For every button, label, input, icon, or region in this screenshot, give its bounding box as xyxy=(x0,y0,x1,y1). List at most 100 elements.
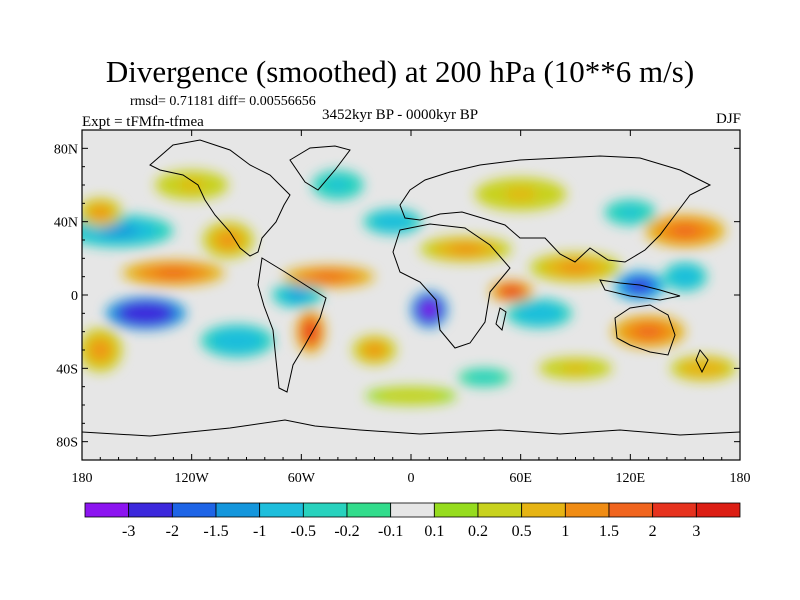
anomaly-21 xyxy=(420,236,512,262)
x-axis: 180 120W 60W 0 60E 120E 180 xyxy=(72,130,751,486)
anomaly-8 xyxy=(506,298,572,329)
coastlines xyxy=(82,139,740,437)
anomaly-25 xyxy=(474,177,567,211)
anomaly-24-level-2 xyxy=(92,342,109,358)
period-label: 3452kyr BP - 0000kyr BP xyxy=(321,107,479,123)
anomaly-5 xyxy=(363,208,422,235)
anomaly-27 xyxy=(538,357,613,380)
anomaly-5-level-2 xyxy=(382,217,404,227)
colorbar-swatch-10 xyxy=(521,502,566,518)
x-tick-label-2: 60W xyxy=(288,471,316,486)
coast-madagascar xyxy=(495,307,507,331)
stats-line: rmsd= 0.71181 diff= 0.00556656 xyxy=(130,94,316,109)
anomaly-27-level-2 xyxy=(562,364,589,373)
anomaly-28 xyxy=(365,386,457,406)
y-tick-label-3: 40S xyxy=(56,362,78,377)
anomaly-28-level-2 xyxy=(394,392,428,400)
anomaly-12 xyxy=(122,260,225,286)
coast-europe-asia xyxy=(399,155,712,263)
anomaly-field xyxy=(82,170,737,406)
anomaly-18 xyxy=(612,315,686,349)
colorbar-swatch-5 xyxy=(302,502,348,518)
colorbar-label-7: 0.1 xyxy=(424,523,444,540)
anomaly-1 xyxy=(411,291,448,328)
coast-australia xyxy=(614,304,676,356)
colorbar-swatch-3 xyxy=(215,502,261,518)
anomaly-7-level-2 xyxy=(677,271,694,282)
anomaly-26-level-2 xyxy=(178,179,205,191)
colorbar-label-10: 1 xyxy=(561,523,569,540)
anomaly-15 xyxy=(529,252,622,283)
coast-north-america xyxy=(149,139,291,257)
x-tick-label-0: 180 xyxy=(72,471,93,486)
field-area xyxy=(82,130,740,460)
colorbar-swatch-1 xyxy=(128,502,173,518)
coast-antarctica xyxy=(82,419,740,437)
anomaly-3-level-2 xyxy=(288,290,307,300)
colorbar-label-2: -1.5 xyxy=(203,523,228,540)
anomaly-14 xyxy=(489,280,534,303)
anomaly-2 xyxy=(613,271,666,301)
anomaly-1-level-2 xyxy=(422,303,436,317)
colorbar-label-12: 2 xyxy=(649,523,657,540)
anomaly-25-level-2 xyxy=(504,188,538,201)
x-tick-label-4: 60E xyxy=(509,471,532,486)
colorbar: -3 -2 -1.5 -1 -0.5 -0.2 -0.1 0.1 0.2 0.5 1 1.5 2 3 xyxy=(84,502,741,540)
y-tick-label-1: 40N xyxy=(54,216,78,231)
anomaly-4-level-2 xyxy=(98,224,139,237)
anomaly-11 xyxy=(458,368,510,387)
colorbar-swatch-2 xyxy=(171,502,217,518)
coast-africa xyxy=(392,223,511,349)
anomaly-26 xyxy=(155,170,229,200)
colorbar-label-5: -0.2 xyxy=(334,523,359,540)
colorbar-swatch-11 xyxy=(564,502,610,518)
colorbar-swatch-14 xyxy=(695,502,741,518)
anomaly-16-level-2 xyxy=(670,224,700,237)
coast-greenland xyxy=(289,145,351,191)
colorbar-label-4: -0.5 xyxy=(291,523,316,540)
anomaly-10-level-2 xyxy=(621,207,640,218)
x-tick-label-5: 120E xyxy=(616,471,646,486)
anomaly-13-level-2 xyxy=(312,272,346,281)
anomaly-22 xyxy=(352,335,397,365)
anomaly-8-level-2 xyxy=(527,308,551,319)
coast-south-america xyxy=(257,257,327,393)
coast-new-zealand xyxy=(695,349,709,374)
x-tick-label-1: 120W xyxy=(175,471,210,486)
colorbar-swatch-7 xyxy=(390,502,435,518)
anomaly-21-level-2 xyxy=(449,244,483,254)
colorbar-swatch-0 xyxy=(84,502,130,518)
colorbar-swatch-8 xyxy=(433,502,479,518)
colorbar-label-0: -3 xyxy=(122,523,135,540)
anomaly-17-level-2 xyxy=(305,323,316,340)
anomaly-16 xyxy=(644,214,726,248)
anomaly-6-level-2 xyxy=(328,179,348,191)
colorbar-label-13: 3 xyxy=(692,523,700,540)
colorbar-swatch-6 xyxy=(346,502,392,518)
anomaly-18-level-2 xyxy=(635,325,662,338)
anomaly-24 xyxy=(82,328,123,372)
anomaly-7 xyxy=(663,262,708,292)
anomaly-0 xyxy=(105,296,187,330)
anomaly-0-level-2 xyxy=(131,307,161,320)
anomaly-15-level-2 xyxy=(558,262,593,273)
colorbar-label-9: 0.5 xyxy=(512,523,532,540)
chart-title: Divergence (smoothed) at 200 hPa (10**6 … xyxy=(105,54,695,89)
x-tick-label-6: 180 xyxy=(730,471,751,486)
anomaly-22-level-2 xyxy=(366,344,383,356)
y-tick-label-0: 80N xyxy=(54,142,78,157)
anomaly-12-level-2 xyxy=(154,268,192,278)
anomaly-14-level-2 xyxy=(503,287,520,296)
anomaly-11-level-2 xyxy=(474,374,494,381)
colorbar-swatch-4 xyxy=(259,502,304,518)
anomaly-13 xyxy=(283,265,375,288)
anomaly-19 xyxy=(82,197,123,228)
colorbar-label-3: -1 xyxy=(253,523,266,540)
colorbar-label-11: 1.5 xyxy=(599,523,619,540)
anomaly-9-level-2 xyxy=(224,334,251,347)
y-tick-label-2: 0 xyxy=(71,289,78,304)
anomaly-2-level-2 xyxy=(630,280,649,292)
anomaly-9 xyxy=(200,324,274,358)
experiment-label: Expt = tFMfn-tfmea xyxy=(82,114,204,130)
